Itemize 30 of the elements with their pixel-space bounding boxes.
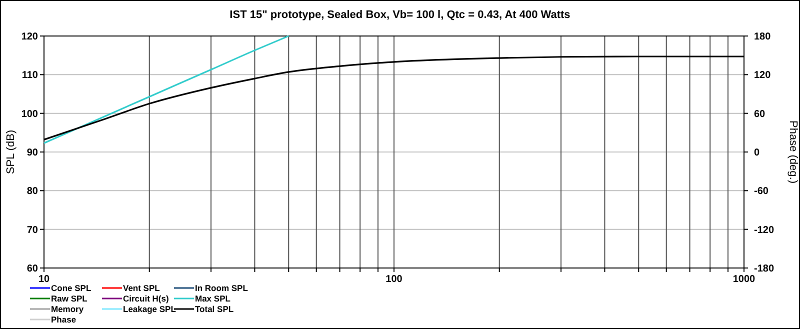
y-tick-label: 90 — [26, 148, 38, 158]
y-tick-label: 120 — [21, 32, 38, 42]
legend-label: Max SPL — [195, 294, 230, 304]
legend-label: Leakage SPL — [123, 304, 176, 314]
x-tick-label: 1000 — [732, 274, 756, 285]
y2-tick-label: 120 — [754, 70, 772, 82]
legend-label: Phase — [51, 314, 76, 324]
y-tick-label: 80 — [26, 186, 38, 198]
legend-label: Circuit H(s) — [123, 294, 169, 304]
y2-tick-label: -60 — [754, 186, 769, 198]
chart-title: IST 15" prototype, Sealed Box, Vb= 100 l, Qtc = 0.43, At 400 Watts — [230, 9, 570, 21]
legend-label: Cone SPL — [51, 283, 92, 293]
x-tick-label: 100 — [386, 274, 403, 285]
y2-tick-label: -180 — [754, 264, 774, 274]
x-tick-label: 10 — [38, 274, 50, 285]
y-tick-label: 110 — [22, 70, 38, 82]
legend-label: Raw SPL — [51, 294, 88, 304]
y2-tick-label: 60 — [754, 108, 766, 120]
y2-axis-title: Phase (deg.) — [787, 120, 799, 184]
legend-label: Vent SPL — [123, 283, 160, 293]
y-tick-label: 60 — [26, 264, 38, 274]
y-axis-title: SPL (dB) — [5, 130, 17, 174]
y2-tick-label: -120 — [754, 224, 774, 236]
y2-tick-label: 180 — [754, 32, 772, 42]
legend-label: Total SPL — [195, 304, 234, 314]
y2-tick-label: 0 — [754, 148, 760, 158]
legend-label: Memory — [51, 304, 84, 314]
y-tick-label: 70 — [26, 224, 38, 236]
legend-label: In Room SPL — [195, 283, 248, 293]
y-tick-label: 100 — [21, 108, 38, 120]
